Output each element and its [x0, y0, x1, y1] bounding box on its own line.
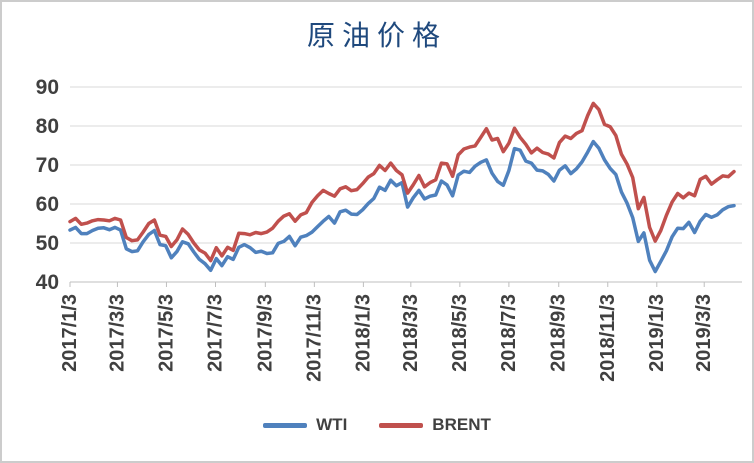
- x-axis-label: 2017/11/3: [303, 294, 325, 382]
- x-axis-label: 2018/3/3: [400, 294, 422, 372]
- x-axis-label: 2018/5/3: [449, 294, 471, 372]
- x-axis-label: 2018/1/3: [352, 294, 374, 372]
- y-axis-label: 40: [36, 271, 59, 294]
- x-axis-label: 2019/1/3: [646, 294, 668, 372]
- x-axis-label: 2018/11/3: [597, 294, 619, 382]
- brent-line-swatch: [379, 422, 424, 428]
- x-axis-label: 2017/1/3: [59, 294, 81, 372]
- y-axis-label: 80: [36, 115, 59, 138]
- y-axis-label: 90: [36, 76, 59, 99]
- x-axis-label: 2018/9/3: [548, 294, 570, 372]
- brent-legend-label: BRENT: [432, 415, 491, 434]
- y-axis-label: 50: [36, 232, 59, 255]
- y-axis-label: 70: [36, 154, 59, 177]
- y-axis-label: 60: [36, 193, 59, 216]
- x-axis-label: 2017/3/3: [106, 294, 128, 372]
- legend: WTI BRENT: [2, 415, 752, 435]
- wti-line-swatch: [263, 422, 308, 428]
- x-axis-label: 2017/5/3: [155, 294, 177, 372]
- chart-title: 原油价格: [306, 21, 447, 52]
- legend-item-brent: BRENT: [379, 415, 491, 435]
- brent-series-line: [68, 101, 736, 263]
- x-axis-label: 2019/3/3: [693, 294, 715, 372]
- wti-legend-label: WTI: [316, 415, 348, 434]
- x-axis-label: 2017/7/3: [204, 294, 226, 372]
- x-axis-label: 2017/9/3: [254, 294, 276, 372]
- wti-series-line: [68, 139, 736, 274]
- x-axis-label: 2018/7/3: [498, 294, 520, 372]
- legend-item-wti: WTI: [263, 415, 347, 435]
